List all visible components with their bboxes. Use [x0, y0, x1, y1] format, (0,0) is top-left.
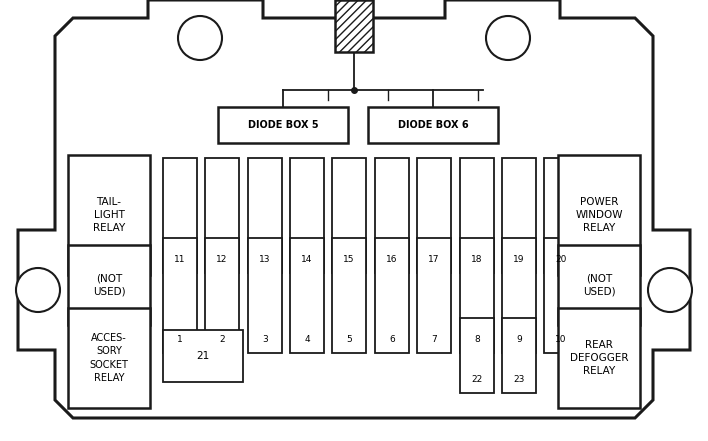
Text: 15: 15 [343, 254, 355, 264]
Text: 17: 17 [428, 254, 440, 264]
Bar [375, 238, 409, 353]
Text: 1: 1 [177, 335, 183, 344]
Text: REAR
DEFOGGER
RELAY: REAR DEFOGGER RELAY [570, 340, 628, 376]
Bar [558, 245, 640, 325]
Text: DIODE BOX 5: DIODE BOX 5 [248, 120, 319, 130]
Bar [332, 238, 366, 353]
Circle shape [178, 16, 222, 60]
Text: 5: 5 [346, 335, 352, 344]
Bar [558, 308, 640, 408]
Text: 23: 23 [513, 374, 525, 384]
Polygon shape [18, 0, 690, 418]
Circle shape [486, 16, 530, 60]
Circle shape [648, 268, 692, 312]
Bar [417, 158, 451, 273]
Text: 20: 20 [555, 254, 566, 264]
Text: 6: 6 [389, 335, 395, 344]
Bar [68, 308, 150, 408]
Text: 10: 10 [555, 335, 566, 344]
Bar [502, 158, 536, 273]
Circle shape [16, 268, 60, 312]
Text: 16: 16 [387, 254, 398, 264]
Bar [544, 238, 578, 353]
Bar [290, 238, 324, 353]
Bar [218, 107, 348, 143]
Bar [558, 155, 640, 275]
Text: 12: 12 [217, 254, 228, 264]
Bar [332, 158, 366, 273]
Bar [502, 318, 536, 393]
Bar [68, 245, 150, 325]
Text: TAIL-
LIGHT
RELAY: TAIL- LIGHT RELAY [93, 197, 125, 233]
Text: 7: 7 [431, 335, 437, 344]
Text: 18: 18 [472, 254, 483, 264]
Text: (NOT
USED): (NOT USED) [93, 273, 125, 297]
Bar [502, 238, 536, 353]
Bar [417, 238, 451, 353]
Bar [163, 330, 243, 382]
Text: 9: 9 [516, 335, 522, 344]
Text: DIODE BOX 6: DIODE BOX 6 [398, 120, 468, 130]
Bar [368, 107, 498, 143]
Bar [248, 158, 282, 273]
Text: 3: 3 [262, 335, 268, 344]
Bar [460, 158, 494, 273]
Bar [375, 158, 409, 273]
Bar [290, 158, 324, 273]
Text: 19: 19 [513, 254, 525, 264]
Bar [460, 318, 494, 393]
Bar [205, 238, 239, 353]
Text: 13: 13 [259, 254, 270, 264]
Bar [163, 158, 197, 273]
Bar [248, 238, 282, 353]
Text: 8: 8 [474, 335, 480, 344]
Text: 14: 14 [302, 254, 313, 264]
Bar [335, 0, 373, 52]
Text: ACCES-
SORY
SOCKET
RELAY: ACCES- SORY SOCKET RELAY [90, 333, 128, 383]
Text: POWER
WINDOW
RELAY: POWER WINDOW RELAY [575, 197, 623, 233]
Text: 11: 11 [174, 254, 185, 264]
Text: 22: 22 [472, 374, 483, 384]
Text: 21: 21 [196, 351, 210, 361]
Text: 4: 4 [304, 335, 310, 344]
Bar [68, 155, 150, 275]
Text: (NOT
USED): (NOT USED) [583, 273, 615, 297]
Text: 2: 2 [219, 335, 225, 344]
Bar [544, 158, 578, 273]
Bar [460, 238, 494, 353]
Bar [205, 158, 239, 273]
Bar [163, 238, 197, 353]
